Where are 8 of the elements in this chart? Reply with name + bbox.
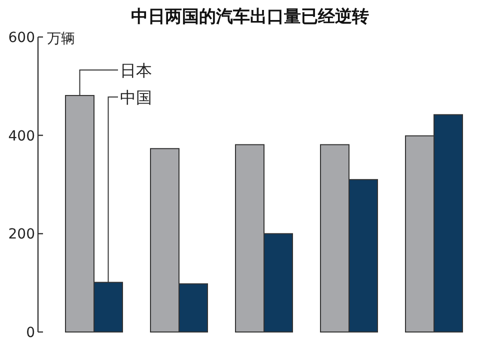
- series-label: 日本: [120, 61, 152, 80]
- y-tick-label: 0: [26, 325, 35, 341]
- y-tick-label: 600: [8, 30, 35, 46]
- text: 中国: [120, 88, 152, 107]
- y-axis-title: 万辆: [47, 31, 75, 47]
- y-tick-label: 200: [8, 226, 35, 243]
- chart-title: 中日两国的汽车出口量已经逆转: [131, 7, 369, 27]
- y-tick-label: 400: [8, 128, 35, 144]
